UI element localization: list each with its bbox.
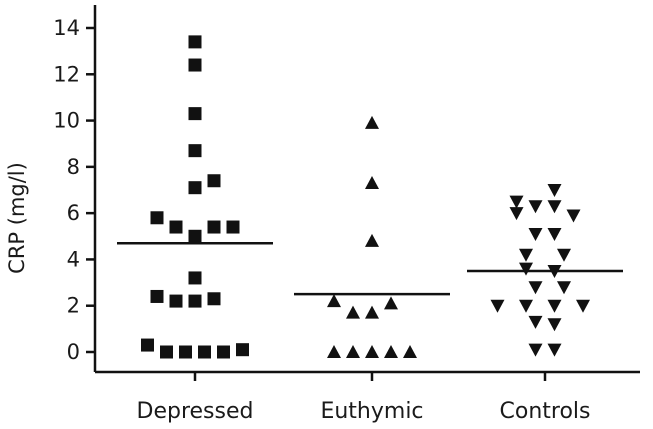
data-point-triangle-down bbox=[557, 281, 571, 295]
x-tick-label: Euthymic bbox=[320, 399, 423, 424]
data-point-triangle-up bbox=[365, 345, 379, 358]
data-point-square bbox=[207, 292, 221, 306]
data-point-square bbox=[226, 220, 240, 234]
data-point-triangle-up bbox=[365, 233, 379, 247]
data-point-triangle-down bbox=[566, 209, 581, 223]
data-point-triangle-down bbox=[547, 184, 562, 197]
data-point-triangle-down bbox=[528, 227, 543, 241]
data-point-triangle-up bbox=[384, 345, 398, 358]
data-point-triangle-up bbox=[346, 345, 360, 358]
data-point-triangle-down bbox=[547, 200, 562, 214]
data-point-triangle-up bbox=[327, 345, 341, 358]
y-tick-label: 14 bbox=[53, 16, 80, 40]
data-point-square bbox=[150, 289, 164, 303]
data-point-triangle-down bbox=[528, 343, 543, 357]
data-point-triangle-up bbox=[346, 305, 360, 319]
data-point-triangle-down bbox=[547, 299, 562, 313]
data-point-square bbox=[207, 220, 221, 234]
data-point-triangle-down bbox=[528, 281, 543, 295]
data-point-square bbox=[188, 181, 202, 195]
y-tick-label: 6 bbox=[67, 201, 80, 225]
data-point-triangle-down bbox=[557, 248, 571, 262]
data-point-triangle-up bbox=[365, 176, 379, 190]
median-lines bbox=[117, 241, 623, 296]
data-point-square bbox=[150, 211, 164, 225]
data-point-triangle-down bbox=[490, 299, 505, 313]
y-tick-label: 4 bbox=[67, 247, 80, 271]
data-point-square bbox=[188, 271, 202, 285]
data-point-triangle-up bbox=[403, 345, 417, 358]
data-point-triangle-down bbox=[528, 200, 543, 214]
data-points bbox=[141, 35, 590, 359]
data-point-triangle-down bbox=[519, 299, 533, 313]
data-point-triangle-up bbox=[365, 115, 379, 129]
y-tick-label: 12 bbox=[53, 62, 80, 86]
data-point-triangle-down bbox=[576, 299, 590, 313]
data-point-square bbox=[188, 294, 202, 308]
y-axis-title: CRP (mg/l) bbox=[5, 162, 29, 274]
data-point-square bbox=[188, 144, 202, 158]
data-point-square bbox=[141, 338, 154, 352]
data-point-triangle-down bbox=[547, 227, 562, 241]
data-point-square bbox=[188, 58, 202, 72]
data-point-square bbox=[236, 343, 249, 357]
y-tick-label: 8 bbox=[67, 155, 80, 179]
data-point-triangle-down bbox=[547, 343, 562, 357]
y-axis: 0 2 4 6 8 10 12 14 bbox=[53, 5, 97, 372]
data-point-triangle-down bbox=[547, 318, 562, 332]
data-point-square bbox=[188, 35, 202, 49]
data-point-square bbox=[160, 345, 173, 359]
data-point-triangle-down bbox=[509, 207, 524, 221]
data-point-square bbox=[188, 107, 202, 121]
data-point-triangle-down bbox=[528, 315, 543, 329]
data-point-triangle-down bbox=[509, 195, 524, 209]
data-point-square bbox=[207, 174, 221, 188]
data-point-square bbox=[179, 345, 192, 359]
y-tick-label: 0 bbox=[67, 340, 80, 364]
data-point-square bbox=[198, 345, 211, 359]
x-tick-label: Controls bbox=[500, 399, 591, 424]
data-point-triangle-down bbox=[519, 262, 533, 276]
data-point-square bbox=[169, 220, 183, 234]
data-point-triangle-down bbox=[519, 248, 533, 262]
data-point-square bbox=[188, 229, 202, 243]
data-point-triangle-up bbox=[365, 305, 379, 319]
x-tick-label: Depressed bbox=[137, 399, 254, 424]
data-point-square bbox=[169, 294, 183, 308]
data-point-square bbox=[217, 345, 230, 359]
y-tick-label: 10 bbox=[53, 109, 80, 133]
data-point-triangle-up bbox=[327, 294, 341, 308]
data-point-triangle-up bbox=[384, 296, 398, 310]
y-tick-label: 2 bbox=[67, 294, 80, 318]
x-axis: Depressed Euthymic Controls bbox=[95, 370, 640, 424]
